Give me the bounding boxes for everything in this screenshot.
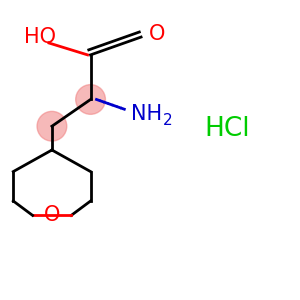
Text: O: O	[44, 206, 60, 225]
Text: HCl: HCl	[205, 116, 250, 142]
Text: NH: NH	[131, 104, 162, 124]
Text: O: O	[148, 24, 165, 44]
Text: HO: HO	[24, 27, 56, 47]
Circle shape	[37, 111, 67, 141]
Text: 2: 2	[164, 113, 173, 128]
Circle shape	[76, 85, 105, 114]
